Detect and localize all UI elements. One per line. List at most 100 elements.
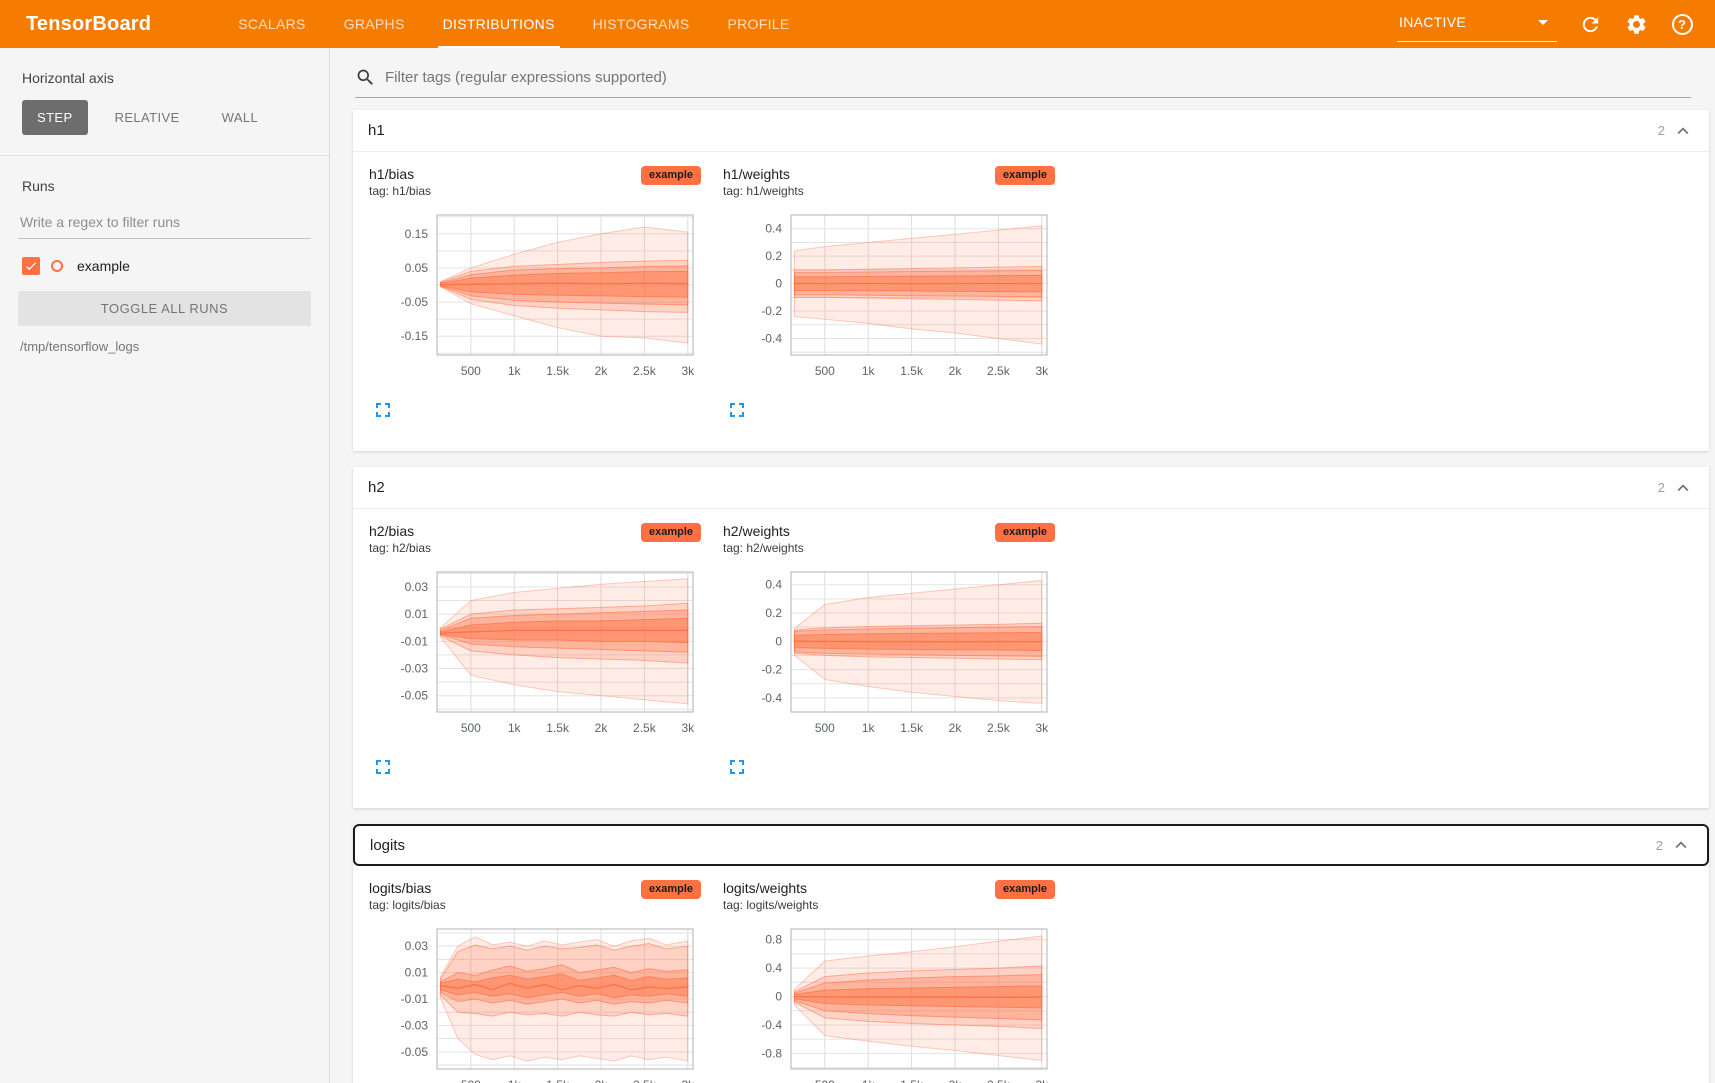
fullscreen-icon[interactable] bbox=[371, 398, 395, 422]
chart-card-logits-bias: logits/bias tag: logits/bias example 500… bbox=[369, 880, 701, 1083]
svg-text:0.05: 0.05 bbox=[405, 261, 429, 275]
settings-gear-icon[interactable] bbox=[1623, 11, 1649, 37]
svg-text:1k: 1k bbox=[508, 721, 522, 735]
status-dropdown[interactable]: INACTIVE bbox=[1397, 7, 1557, 42]
svg-text:1k: 1k bbox=[508, 1078, 522, 1083]
section-header-h2[interactable]: h2 2 bbox=[353, 467, 1709, 509]
run-badge: example bbox=[995, 166, 1055, 185]
fullscreen-icon[interactable] bbox=[725, 755, 749, 779]
section-count: 2 bbox=[1656, 838, 1663, 853]
run-color-swatch-icon bbox=[51, 260, 63, 272]
svg-text:500: 500 bbox=[461, 721, 481, 735]
svg-text:500: 500 bbox=[461, 1078, 481, 1083]
run-checkbox[interactable] bbox=[22, 257, 40, 275]
svg-text:1.5k: 1.5k bbox=[546, 1078, 570, 1083]
chevron-up-icon[interactable] bbox=[1670, 834, 1692, 856]
svg-text:1.5k: 1.5k bbox=[900, 364, 924, 378]
distribution-plot: 5001k1.5k2k2.5k3k0.030.01-0.01-0.03-0.05 bbox=[369, 922, 701, 1083]
section-title: h1 bbox=[368, 122, 385, 139]
fullscreen-icon[interactable] bbox=[725, 398, 749, 422]
svg-text:-0.03: -0.03 bbox=[401, 662, 429, 676]
section-card-h2: h2 2 h2/bias tag: h2/bias example 5001k1… bbox=[353, 467, 1709, 808]
sidebar-divider bbox=[0, 155, 329, 156]
chart-tag: tag: logits/bias bbox=[369, 898, 446, 912]
run-item-example[interactable]: example bbox=[22, 257, 309, 275]
runs-filter-input[interactable] bbox=[18, 208, 311, 239]
nav-tabs: SCALARS GRAPHS DISTRIBUTIONS HISTOGRAMS … bbox=[219, 0, 808, 48]
svg-text:1k: 1k bbox=[862, 721, 876, 735]
svg-text:2k: 2k bbox=[949, 1078, 963, 1083]
appbar-actions: INACTIVE ? bbox=[1397, 7, 1715, 42]
svg-text:-0.01: -0.01 bbox=[401, 634, 429, 648]
svg-text:0.15: 0.15 bbox=[405, 227, 429, 241]
tab-profile[interactable]: PROFILE bbox=[709, 0, 809, 48]
svg-text:0.01: 0.01 bbox=[405, 607, 429, 621]
help-icon[interactable]: ? bbox=[1669, 11, 1695, 37]
svg-text:3k: 3k bbox=[1035, 364, 1049, 378]
tab-graphs[interactable]: GRAPHS bbox=[325, 0, 424, 48]
chevron-up-icon[interactable] bbox=[1672, 477, 1694, 499]
section-body-h1: h1/bias tag: h1/bias example 5001k1.5k2k… bbox=[353, 152, 1709, 451]
distribution-plot: 5001k1.5k2k2.5k3k0.40.20-0.2-0.4 bbox=[723, 565, 1055, 747]
svg-text:2.5k: 2.5k bbox=[987, 721, 1011, 735]
sidebar: Horizontal axis STEP RELATIVE WALL Runs … bbox=[0, 48, 330, 1083]
chart-title: h2/bias bbox=[369, 523, 431, 539]
svg-text:1k: 1k bbox=[862, 364, 876, 378]
axis-step-button[interactable]: STEP bbox=[22, 100, 88, 135]
svg-text:2.5k: 2.5k bbox=[633, 721, 657, 735]
chart-title: h2/weights bbox=[723, 523, 804, 539]
svg-text:0.8: 0.8 bbox=[765, 933, 782, 947]
chart-tag: tag: h1/weights bbox=[723, 184, 804, 198]
svg-text:2.5k: 2.5k bbox=[987, 364, 1011, 378]
help-question-glyph: ? bbox=[1672, 14, 1693, 35]
svg-text:0.4: 0.4 bbox=[765, 961, 782, 975]
svg-text:-0.05: -0.05 bbox=[401, 295, 429, 309]
tag-filter-input[interactable] bbox=[385, 69, 1691, 86]
search-icon bbox=[355, 67, 376, 88]
axis-wall-button[interactable]: WALL bbox=[207, 100, 274, 135]
toggle-all-runs-button[interactable]: TOGGLE ALL RUNS bbox=[18, 291, 311, 326]
chart-card-h1-bias: h1/bias tag: h1/bias example 5001k1.5k2k… bbox=[369, 166, 701, 427]
svg-text:1.5k: 1.5k bbox=[900, 721, 924, 735]
chart-tag: tag: logits/weights bbox=[723, 898, 818, 912]
section-header-logits[interactable]: logits 2 bbox=[353, 824, 1709, 866]
svg-text:500: 500 bbox=[815, 721, 835, 735]
horizontal-axis-toggle: STEP RELATIVE WALL bbox=[22, 100, 311, 135]
svg-text:0.4: 0.4 bbox=[765, 222, 782, 236]
tab-scalars[interactable]: SCALARS bbox=[219, 0, 324, 48]
svg-text:2k: 2k bbox=[949, 364, 963, 378]
run-badge: example bbox=[641, 166, 701, 185]
chevron-down-icon bbox=[1531, 10, 1555, 34]
log-directory: /tmp/tensorflow_logs bbox=[20, 339, 309, 354]
svg-text:0.03: 0.03 bbox=[405, 580, 429, 594]
svg-text:1.5k: 1.5k bbox=[546, 721, 570, 735]
chart-card-logits-weights: logits/weights tag: logits/weights examp… bbox=[723, 880, 1055, 1083]
tab-distributions[interactable]: DISTRIBUTIONS bbox=[424, 0, 574, 48]
section-header-h1[interactable]: h1 2 bbox=[353, 110, 1709, 152]
axis-relative-button[interactable]: RELATIVE bbox=[100, 100, 195, 135]
chart-card-h1-weights: h1/weights tag: h1/weights example 5001k… bbox=[723, 166, 1055, 427]
svg-text:0.2: 0.2 bbox=[765, 249, 782, 263]
svg-text:2k: 2k bbox=[595, 364, 609, 378]
run-badge: example bbox=[641, 523, 701, 542]
refresh-icon[interactable] bbox=[1577, 11, 1603, 37]
tab-histograms[interactable]: HISTOGRAMS bbox=[574, 0, 709, 48]
chart-title: h1/weights bbox=[723, 166, 804, 182]
run-badge: example bbox=[995, 880, 1055, 899]
svg-text:-0.4: -0.4 bbox=[761, 332, 782, 346]
svg-text:500: 500 bbox=[461, 364, 481, 378]
svg-text:-0.2: -0.2 bbox=[761, 663, 782, 677]
svg-text:2.5k: 2.5k bbox=[987, 1078, 1011, 1083]
svg-text:3k: 3k bbox=[1035, 1078, 1049, 1083]
chart-title: logits/bias bbox=[369, 880, 446, 896]
section-card-logits: logits 2 logits/bias tag: logits/bias ex… bbox=[353, 824, 1709, 1083]
svg-text:-0.4: -0.4 bbox=[761, 691, 782, 705]
svg-text:0.2: 0.2 bbox=[765, 606, 782, 620]
svg-text:0.03: 0.03 bbox=[405, 939, 429, 953]
svg-text:500: 500 bbox=[815, 1078, 835, 1083]
chevron-up-icon[interactable] bbox=[1672, 120, 1694, 142]
svg-text:1k: 1k bbox=[508, 364, 522, 378]
fullscreen-icon[interactable] bbox=[371, 755, 395, 779]
svg-text:1.5k: 1.5k bbox=[900, 1078, 924, 1083]
app-bar: TensorBoard SCALARS GRAPHS DISTRIBUTIONS… bbox=[0, 0, 1715, 48]
